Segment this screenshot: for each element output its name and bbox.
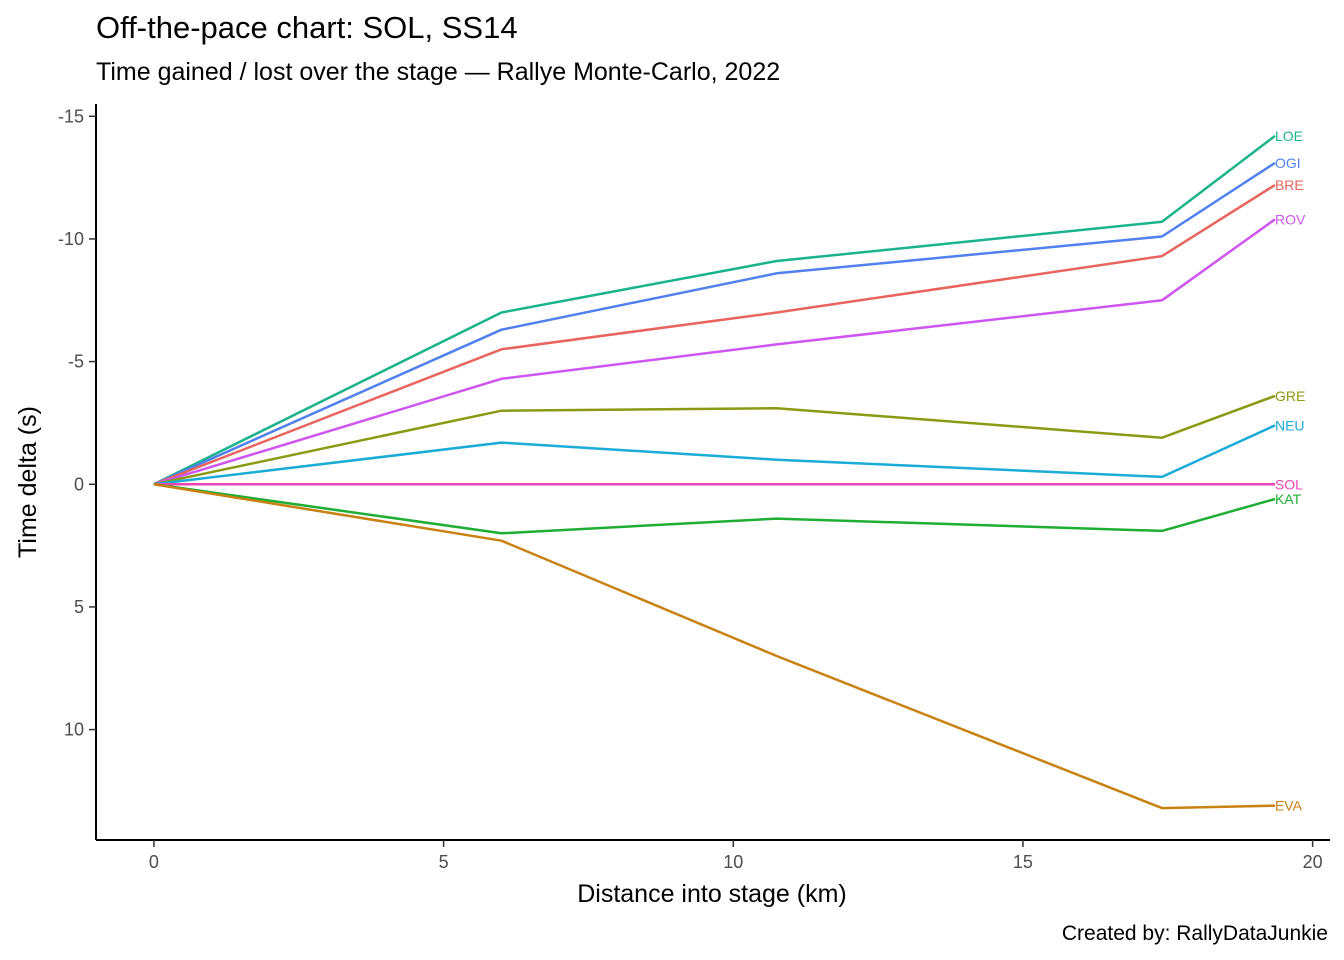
y-axis-title: Time delta (s) [14,406,42,558]
series-line-bre [153,183,1276,486]
series-label-kat: KAT [1275,491,1302,507]
y-tick-label: -10 [58,229,84,249]
y-tick-label: 10 [64,720,84,740]
series-label-rov: ROV [1275,211,1306,227]
chart-caption: Created by: RallyDataJunkie [1061,922,1328,945]
series-line-rov [153,218,1276,486]
y-tick-label: 0 [74,474,84,494]
series-label-bre: BRE [1275,177,1304,193]
series-label-gre: GRE [1275,388,1305,404]
y-tick-label: 5 [74,597,84,617]
x-tick-label: 0 [149,852,159,872]
series-line-ogi [153,161,1276,486]
x-tick-label: 10 [723,852,743,872]
x-tick-label: 15 [1013,852,1033,872]
series-label-ogi: OGI [1275,155,1301,171]
series-label-eva: EVA [1275,798,1303,814]
x-axis-title: Distance into stage (km) [577,880,847,908]
series-lines-group [153,134,1276,810]
series-line-eva [153,483,1276,810]
series-line-neu [153,424,1276,486]
y-tick-label: -15 [58,106,84,126]
x-tick-label: 20 [1303,852,1323,872]
series-label-loe: LOE [1275,128,1303,144]
y-tick-label: -5 [68,352,84,372]
series-label-sol: SOL [1275,476,1303,492]
series-line-gre [153,394,1276,486]
series-line-loe [153,134,1276,486]
chart-subtitle: Time gained / lost over the stage — Rall… [96,58,781,86]
chart-title: Off-the-pace chart: SOL, SS14 [96,10,518,45]
axes-group: 0 5 10 15 20 -15 -10 -5 0 5 10 [58,104,1330,872]
x-tick-label: 5 [439,852,449,872]
series-label-neu: NEU [1275,417,1305,433]
series-line-kat [153,483,1276,535]
